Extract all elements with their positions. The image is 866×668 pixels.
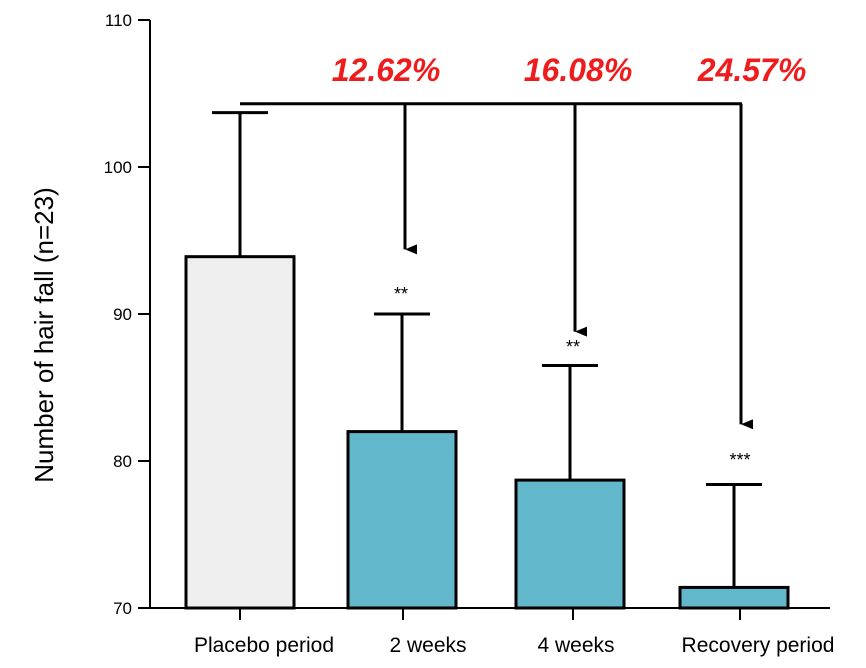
y-tick-label: 80 [113, 452, 132, 471]
x-tick-label-4-weeks: 4 weeks [537, 634, 614, 657]
y-axis-tick-labels: 70 80 90 100 110 [104, 11, 132, 618]
significance-labels: ** ** *** [394, 284, 751, 470]
annotations [240, 102, 753, 430]
y-tick-label: 70 [113, 599, 132, 618]
bar-2-weeks [346, 430, 458, 610]
y-tick-label: 100 [104, 158, 132, 177]
x-tick-label-2-weeks: 2 weeks [389, 634, 466, 657]
x-axis-ticks [239, 608, 741, 620]
bar-placebo [184, 255, 296, 610]
percent-reduction-labels: 12.62% 16.08% 24.57% [332, 52, 807, 88]
percent-label-2-weeks: 12.62% [332, 52, 441, 88]
x-tick-label-recovery: Recovery period [682, 634, 835, 657]
significance-label-4-weeks: ** [566, 337, 580, 357]
x-tick-label-placebo: Placebo period [194, 634, 334, 657]
y-tick-label: 90 [113, 305, 132, 324]
significance-label-recovery: *** [729, 450, 750, 470]
significance-label-2-weeks: ** [394, 284, 408, 304]
percent-label-4-weeks: 16.08% [524, 52, 633, 88]
error-bars [212, 111, 762, 588]
y-axis-label: Number of hair fall (n=23) [29, 187, 59, 483]
percent-label-recovery: 24.57% [697, 52, 807, 88]
y-tick-label: 110 [105, 11, 132, 30]
bar-recovery [678, 585, 790, 610]
bar-4-weeks [514, 478, 626, 610]
bars [184, 255, 790, 610]
x-axis-tick-labels: Placebo period 2 weeks 4 weeks Recovery … [194, 634, 835, 657]
y-axis-ticks [138, 19, 150, 609]
